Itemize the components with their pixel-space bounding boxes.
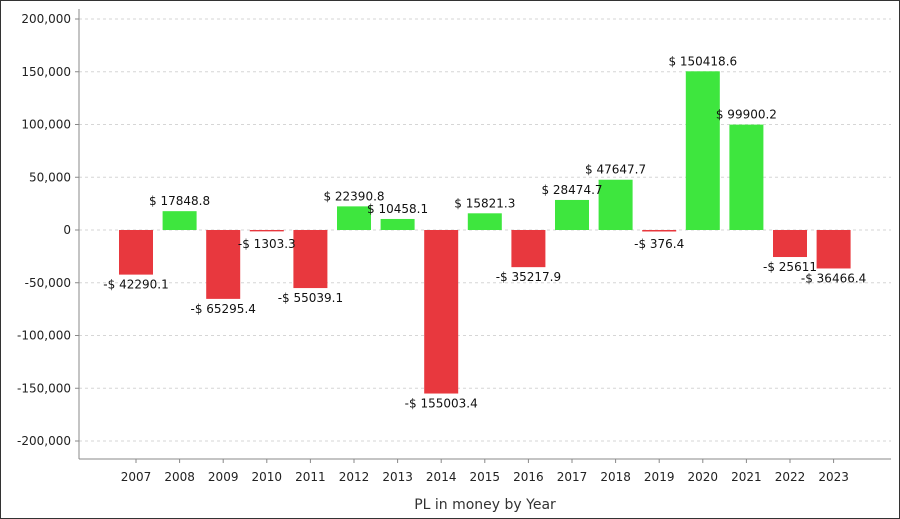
data-label: -$ 25611 bbox=[763, 260, 817, 274]
bar-2022 bbox=[773, 230, 807, 258]
data-label: $ 22390.8 bbox=[323, 189, 384, 203]
x-tick-label: 2010 bbox=[252, 470, 283, 484]
bars bbox=[119, 71, 851, 394]
y-tick-label: -50,000 bbox=[25, 276, 71, 290]
x-tick-label: 2008 bbox=[164, 470, 195, 484]
bar-2007 bbox=[119, 230, 153, 275]
data-label: $ 17848.8 bbox=[149, 194, 210, 208]
x-tick-label: 2021 bbox=[731, 470, 762, 484]
plot-area bbox=[79, 9, 891, 459]
data-label: $ 28474.7 bbox=[541, 183, 602, 197]
bar-2009 bbox=[206, 230, 241, 299]
data-label: -$ 42290.1 bbox=[103, 278, 168, 292]
x-tick-label: 2011 bbox=[295, 470, 326, 484]
bar-2020 bbox=[685, 71, 720, 230]
bar-2023 bbox=[816, 230, 851, 269]
x-tick-label: 2016 bbox=[513, 470, 544, 484]
y-tick-label: -200,000 bbox=[17, 434, 71, 448]
x-tick-label: 2018 bbox=[600, 470, 631, 484]
data-label: -$ 36466.4 bbox=[801, 271, 866, 285]
data-label: -$ 55039.1 bbox=[278, 291, 343, 305]
bar-2021 bbox=[729, 124, 764, 230]
x-tick-label: 2012 bbox=[339, 470, 370, 484]
x-tick-label: 2013 bbox=[382, 470, 413, 484]
bar-2016 bbox=[511, 230, 546, 268]
data-label: $ 15821.3 bbox=[454, 196, 515, 210]
bar-2014 bbox=[424, 230, 459, 394]
x-tick-label: 2014 bbox=[426, 470, 457, 484]
bar-2015 bbox=[467, 213, 502, 230]
x-axis-title: PL in money by Year bbox=[414, 497, 556, 513]
data-label: $ 99900.2 bbox=[716, 108, 777, 122]
y-tick-label: 0 bbox=[63, 223, 71, 237]
bar-2019 bbox=[642, 230, 677, 232]
y-tick-labels: 200,000 150,000 100,000 50,000 0 -50,000 -100,… bbox=[17, 12, 79, 448]
data-labels: -$ 42290.1 $ 17848.8 -$ 65295.4 -$ 1303.3 -$… bbox=[103, 54, 866, 410]
y-tick-label: 150,000 bbox=[21, 65, 71, 79]
x-tick-label: 2020 bbox=[688, 470, 719, 484]
x-tick-labels: 2007 2008 2009 2010 2011 2012 2013 2014 2015 2016… bbox=[121, 459, 849, 484]
data-label: $ 47647.7 bbox=[585, 163, 646, 177]
bar-2008 bbox=[162, 211, 197, 230]
x-tick-label: 2009 bbox=[208, 470, 239, 484]
data-label: -$ 376.4 bbox=[634, 237, 684, 251]
data-label: -$ 1303.3 bbox=[238, 237, 296, 251]
bar-2018 bbox=[598, 179, 633, 230]
y-tick-label: 50,000 bbox=[29, 170, 71, 184]
x-tick-label: 2007 bbox=[121, 470, 152, 484]
x-tick-label: 2017 bbox=[557, 470, 588, 484]
bar-2011 bbox=[293, 230, 328, 289]
x-tick-label: 2023 bbox=[818, 470, 849, 484]
data-label: -$ 35217.9 bbox=[496, 270, 561, 284]
bar-2017 bbox=[555, 199, 589, 230]
y-tick-label: 200,000 bbox=[21, 12, 71, 26]
y-tick-label: -150,000 bbox=[17, 381, 71, 395]
bar-2012 bbox=[337, 206, 371, 230]
data-label: -$ 155003.4 bbox=[405, 397, 478, 411]
data-label: -$ 65295.4 bbox=[190, 302, 255, 316]
data-label: $ 10458.1 bbox=[367, 202, 428, 216]
x-tick-label: 2022 bbox=[775, 470, 806, 484]
bar-2010 bbox=[249, 230, 284, 232]
y-tick-label: 100,000 bbox=[21, 118, 71, 132]
bar-2013 bbox=[380, 218, 415, 230]
y-tick-label: -100,000 bbox=[17, 329, 71, 343]
x-tick-label: 2015 bbox=[470, 470, 501, 484]
x-tick-label: 2019 bbox=[644, 470, 675, 484]
data-label: $ 150418.6 bbox=[668, 54, 737, 68]
